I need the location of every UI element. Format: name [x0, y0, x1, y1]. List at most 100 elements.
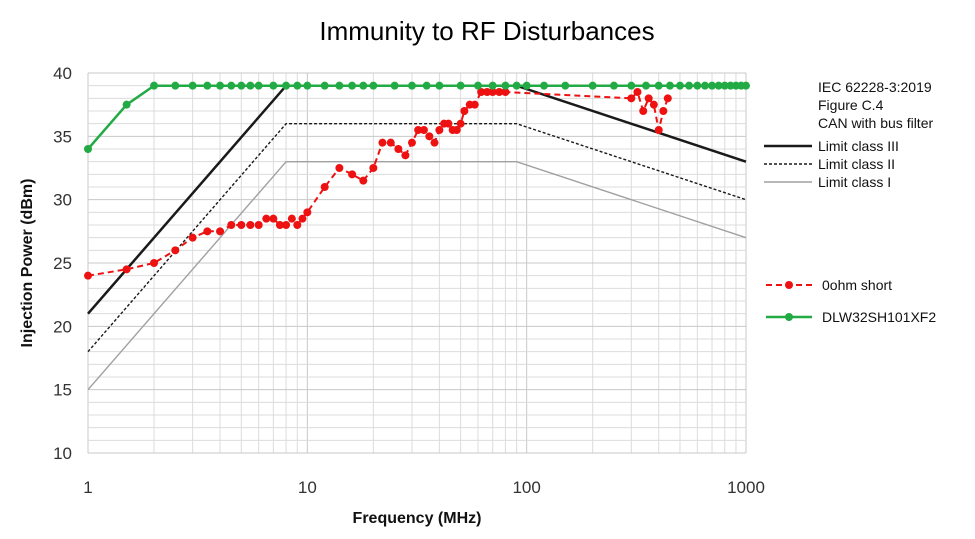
data-point — [627, 94, 636, 103]
y-axis-label: Injection Power (dBm) — [19, 179, 36, 348]
data-point — [237, 221, 246, 229]
y-tick-label: 30 — [53, 191, 72, 210]
y-tick-label: 40 — [53, 64, 72, 83]
data-point — [685, 81, 694, 90]
data-point — [714, 81, 723, 90]
annotation-line: Figure C.4 — [818, 97, 884, 113]
data-point — [430, 138, 439, 147]
data-point — [237, 81, 246, 90]
data-point — [216, 227, 225, 236]
data-point — [665, 81, 674, 90]
data-point — [378, 138, 387, 147]
x-tick-label: 1 — [83, 478, 92, 497]
limit-line — [87, 122, 747, 353]
data-point — [488, 88, 497, 96]
limit-line — [87, 160, 747, 391]
data-point — [477, 88, 486, 96]
annotation-line: IEC 62228-3:2019 — [818, 79, 932, 95]
x-tick-label: 100 — [512, 478, 540, 497]
data-point — [419, 126, 428, 134]
y-tick-label: 20 — [53, 317, 72, 336]
data-point — [359, 81, 368, 90]
data-point — [293, 221, 302, 229]
data-point — [425, 132, 434, 141]
data-point — [394, 145, 403, 153]
data-point — [335, 164, 344, 172]
data-point — [246, 81, 255, 90]
data-point — [269, 81, 278, 90]
x-tick-label: 10 — [298, 478, 317, 497]
data-point — [588, 81, 597, 90]
data-point — [171, 81, 180, 90]
data-point — [254, 81, 263, 90]
data-point — [320, 183, 329, 191]
data-point — [659, 107, 668, 115]
x-tick-labels: 1 10 100 1000 — [83, 478, 765, 497]
y-tick-label: 10 — [53, 444, 72, 463]
data-point — [641, 81, 650, 90]
data-point — [359, 176, 368, 185]
data-point — [456, 119, 465, 128]
legend-label: 0ohm short — [822, 277, 892, 293]
x-axis-label: Frequency (MHz) — [353, 510, 482, 527]
data-point — [150, 259, 159, 267]
data-point — [649, 100, 658, 109]
data-point — [435, 81, 444, 90]
data-point — [320, 81, 329, 90]
legend-label: Limit class I — [818, 174, 891, 190]
data-point — [414, 126, 423, 134]
data-point — [298, 214, 307, 223]
data-point — [474, 81, 483, 90]
data-point — [84, 271, 92, 280]
data-point — [287, 214, 296, 223]
data-point — [470, 100, 479, 109]
data-point — [188, 81, 197, 90]
x-tick-label: 1000 — [727, 478, 765, 497]
grid — [87, 72, 747, 454]
data-point — [644, 94, 653, 103]
data-point — [171, 246, 180, 255]
legend-marker — [785, 313, 793, 321]
data-point — [522, 81, 531, 90]
data-point — [460, 107, 469, 115]
data-point — [495, 88, 504, 96]
data-point — [488, 81, 497, 90]
legend-label: Limit class III — [818, 138, 899, 154]
data-point — [456, 81, 465, 90]
data-point — [390, 81, 399, 90]
data-point — [633, 88, 642, 96]
data-point — [639, 107, 648, 115]
data-point — [369, 164, 378, 172]
legend: Limit class III Limit class II Limit class… — [764, 138, 936, 325]
chart-title: Immunity to RF Disturbances — [319, 16, 654, 46]
data-point — [742, 81, 750, 90]
data-point — [303, 208, 312, 217]
data-point — [348, 170, 357, 179]
data-point — [262, 214, 271, 223]
data-point — [663, 94, 672, 103]
data-point — [282, 221, 291, 229]
data-point — [654, 81, 663, 90]
legend-marker — [785, 281, 793, 289]
data-point — [282, 81, 291, 90]
data-point — [483, 88, 492, 96]
data-point — [203, 227, 212, 236]
data-point — [203, 81, 212, 90]
data-point — [407, 138, 416, 147]
data-point — [693, 81, 702, 90]
data-point — [348, 81, 357, 90]
data-point — [275, 221, 284, 229]
data-point — [501, 88, 510, 96]
data-point — [609, 81, 618, 90]
data-point — [708, 81, 717, 90]
data-point — [122, 100, 131, 109]
y-tick-label: 35 — [53, 127, 72, 146]
data-point — [303, 81, 312, 90]
data-point — [369, 81, 378, 90]
data-point — [150, 81, 159, 90]
data-point — [700, 81, 709, 90]
data-point — [452, 126, 461, 134]
data-point — [675, 81, 684, 90]
y-tick-label: 15 — [53, 381, 72, 400]
data-point — [84, 145, 92, 153]
